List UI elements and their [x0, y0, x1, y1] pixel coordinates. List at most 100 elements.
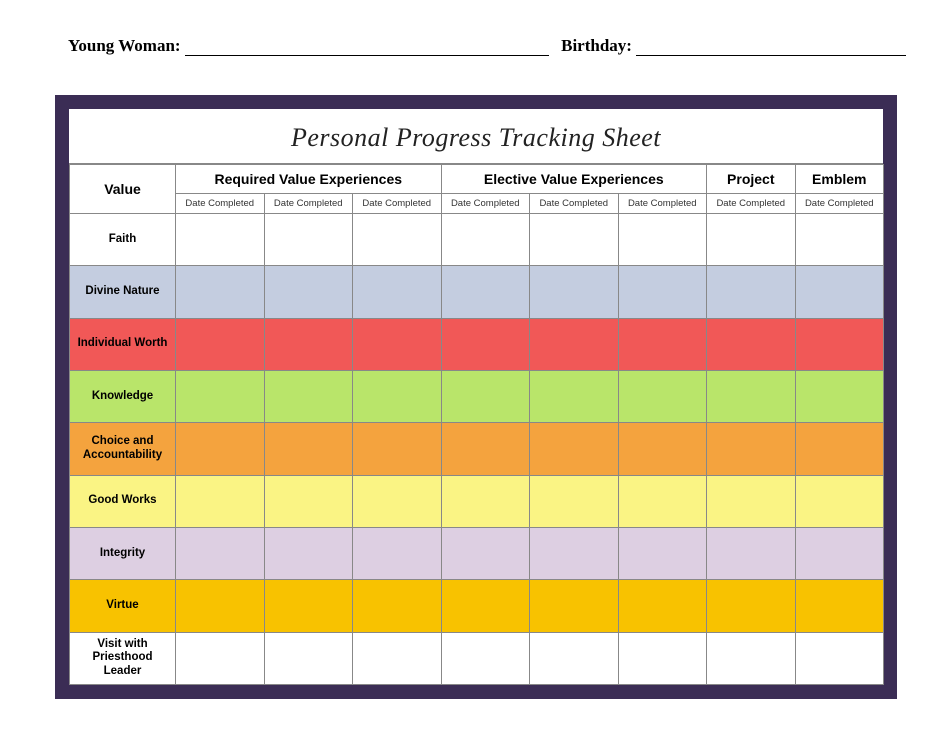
date-cell[interactable] — [353, 266, 442, 318]
table-row: Individual Worth — [70, 318, 884, 370]
date-cell[interactable] — [264, 475, 353, 527]
date-cell[interactable] — [353, 423, 442, 475]
date-cell[interactable] — [353, 580, 442, 632]
date-cell[interactable] — [176, 632, 265, 684]
date-cell[interactable] — [176, 527, 265, 579]
date-cell[interactable] — [530, 318, 619, 370]
date-cell[interactable] — [441, 475, 530, 527]
date-cell[interactable] — [176, 318, 265, 370]
date-cell[interactable] — [264, 318, 353, 370]
date-cell[interactable] — [353, 318, 442, 370]
date-cell[interactable] — [441, 266, 530, 318]
date-cell[interactable] — [707, 527, 796, 579]
date-cell[interactable] — [707, 214, 796, 266]
date-cell[interactable] — [530, 370, 619, 422]
date-cell[interactable] — [441, 632, 530, 684]
date-cell[interactable] — [176, 580, 265, 632]
date-cell[interactable] — [264, 580, 353, 632]
group-header: Elective Value Experiences — [441, 165, 707, 194]
date-completed-subheader: Date Completed — [618, 194, 707, 214]
date-cell[interactable] — [530, 423, 619, 475]
date-cell[interactable] — [176, 370, 265, 422]
date-cell[interactable] — [176, 266, 265, 318]
date-cell[interactable] — [618, 632, 707, 684]
date-cell[interactable] — [530, 475, 619, 527]
date-cell[interactable] — [618, 318, 707, 370]
table-row: Knowledge — [70, 370, 884, 422]
date-cell[interactable] — [264, 423, 353, 475]
date-cell[interactable] — [707, 370, 796, 422]
date-cell[interactable] — [707, 266, 796, 318]
date-cell[interactable] — [353, 370, 442, 422]
date-cell[interactable] — [176, 214, 265, 266]
date-cell[interactable] — [795, 527, 884, 579]
young-woman-input-line[interactable] — [185, 39, 550, 56]
date-cell[interactable] — [441, 214, 530, 266]
value-row-label: Faith — [70, 214, 176, 266]
date-cell[interactable] — [441, 318, 530, 370]
group-header: Emblem — [795, 165, 884, 194]
date-cell[interactable] — [618, 266, 707, 318]
date-cell[interactable] — [530, 527, 619, 579]
date-cell[interactable] — [618, 527, 707, 579]
date-cell[interactable] — [264, 266, 353, 318]
date-cell[interactable] — [176, 423, 265, 475]
date-cell[interactable] — [441, 423, 530, 475]
date-cell[interactable] — [618, 370, 707, 422]
value-row-label: Virtue — [70, 580, 176, 632]
date-cell[interactable] — [795, 214, 884, 266]
table-row: Choice and Accountability — [70, 423, 884, 475]
date-cell[interactable] — [530, 266, 619, 318]
birthday-input-line[interactable] — [636, 39, 906, 56]
date-cell[interactable] — [795, 266, 884, 318]
date-cell[interactable] — [353, 475, 442, 527]
table-row: Faith — [70, 214, 884, 266]
young-woman-label: Young Woman: — [68, 36, 181, 56]
date-cell[interactable] — [795, 370, 884, 422]
date-cell[interactable] — [530, 214, 619, 266]
date-cell[interactable] — [707, 475, 796, 527]
date-cell[interactable] — [707, 580, 796, 632]
birthday-label: Birthday: — [561, 36, 632, 56]
date-cell[interactable] — [795, 423, 884, 475]
date-cell[interactable] — [707, 318, 796, 370]
date-cell[interactable] — [618, 423, 707, 475]
sheet-title: Personal Progress Tracking Sheet — [69, 109, 883, 164]
date-cell[interactable] — [353, 214, 442, 266]
group-header: Required Value Experiences — [176, 165, 442, 194]
value-row-label: Visit with Priesthood Leader — [70, 632, 176, 684]
date-cell[interactable] — [264, 370, 353, 422]
date-cell[interactable] — [530, 580, 619, 632]
date-cell[interactable] — [176, 475, 265, 527]
tracking-table: Value Required Value ExperiencesElective… — [69, 164, 884, 685]
date-cell[interactable] — [707, 423, 796, 475]
date-cell[interactable] — [264, 632, 353, 684]
date-cell[interactable] — [795, 318, 884, 370]
date-cell[interactable] — [618, 475, 707, 527]
date-completed-subheader: Date Completed — [707, 194, 796, 214]
table-row: Good Works — [70, 475, 884, 527]
date-cell[interactable] — [795, 475, 884, 527]
date-cell[interactable] — [264, 214, 353, 266]
table-row: Virtue — [70, 580, 884, 632]
sub-header-row: Date CompletedDate CompletedDate Complet… — [70, 194, 884, 214]
table-row: Integrity — [70, 527, 884, 579]
date-cell[interactable] — [530, 632, 619, 684]
value-row-label: Choice and Accountability — [70, 423, 176, 475]
date-cell[interactable] — [795, 632, 884, 684]
value-row-label: Knowledge — [70, 370, 176, 422]
date-cell[interactable] — [618, 214, 707, 266]
date-cell[interactable] — [353, 632, 442, 684]
date-completed-subheader: Date Completed — [176, 194, 265, 214]
date-cell[interactable] — [618, 580, 707, 632]
date-cell[interactable] — [353, 527, 442, 579]
date-cell[interactable] — [441, 527, 530, 579]
value-row-label: Divine Nature — [70, 266, 176, 318]
date-cell[interactable] — [441, 580, 530, 632]
group-header-row: Value Required Value ExperiencesElective… — [70, 165, 884, 194]
date-cell[interactable] — [441, 370, 530, 422]
date-cell[interactable] — [264, 527, 353, 579]
value-row-label: Good Works — [70, 475, 176, 527]
date-cell[interactable] — [707, 632, 796, 684]
date-cell[interactable] — [795, 580, 884, 632]
